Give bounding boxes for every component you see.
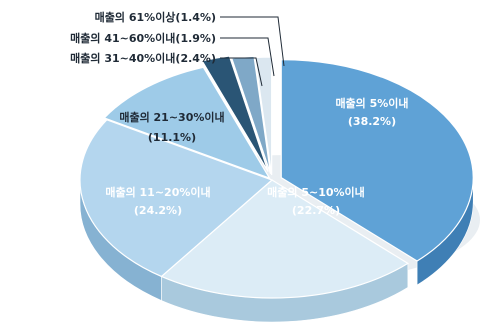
- slice-label: 매출의 11~20%이내: [105, 185, 210, 199]
- callout-line: [220, 37, 275, 77]
- callout-line: [220, 57, 263, 87]
- pie-slice: [201, 55, 269, 172]
- callout-label: 매출의 61%이상(1.4%): [95, 10, 216, 24]
- pie-slice: [79, 119, 274, 278]
- callout-label: 매출의 31~40%이내(2.4%): [70, 51, 216, 65]
- pie-slice: [103, 66, 271, 180]
- pie-slice: [160, 179, 410, 299]
- slice-value-label: (11.1%): [148, 131, 196, 144]
- slice-label: 매출의 5%이내: [335, 96, 408, 110]
- callout-line: [220, 16, 285, 67]
- pie-slice: [254, 56, 273, 176]
- slice-label: 매출의 21~30%이내: [119, 110, 224, 124]
- pie-slice: [280, 59, 474, 262]
- callout-label: 매출의 41~60%이내(1.9%): [70, 31, 216, 45]
- slice-label: 매출의 5~10%이내: [267, 185, 365, 199]
- slice-value-label: (38.2%): [348, 115, 396, 128]
- slice-value-label: (24.2%): [134, 204, 182, 217]
- slice-value-label: (22.7%): [292, 204, 340, 217]
